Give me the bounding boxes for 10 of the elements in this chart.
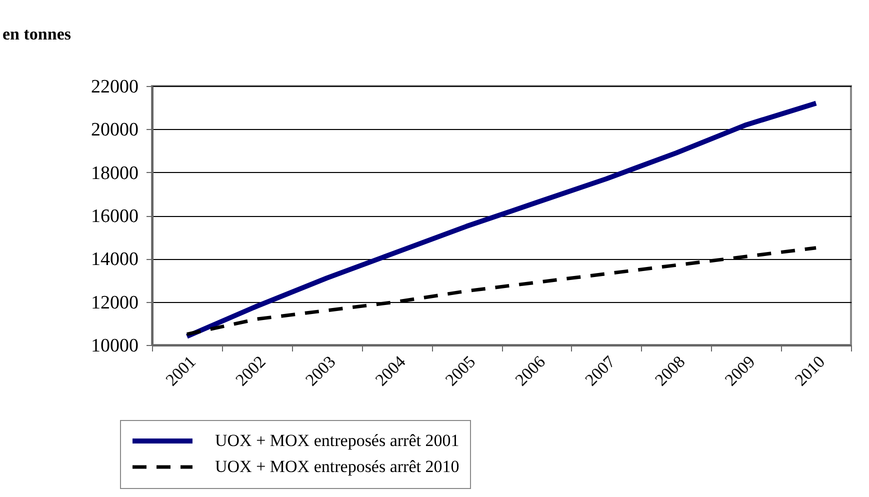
legend-label: UOX + MOX entreposés arrêt 2010 [215, 457, 460, 476]
y-tick-label: 16000 [91, 206, 138, 227]
y-axis-title: en tonnes [2, 24, 72, 44]
y-tick-label: 14000 [91, 249, 138, 270]
y-tick-label: 18000 [91, 162, 138, 184]
legend-label: UOX + MOX entreposés arrêt 2001 [215, 431, 460, 450]
y-tick-label: 12000 [91, 292, 138, 314]
y-tick-label: 10000 [91, 336, 138, 356]
y-tick-label: 22000 [91, 76, 138, 98]
y-tick-label: 20000 [91, 120, 138, 141]
